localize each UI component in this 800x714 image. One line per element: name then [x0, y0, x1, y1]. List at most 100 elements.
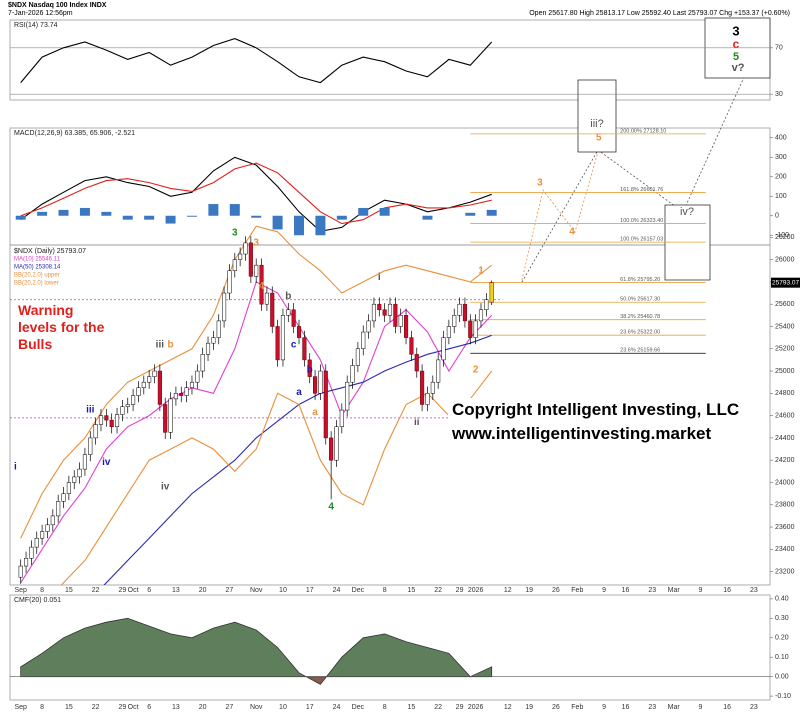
area: [20, 617, 493, 685]
candle-body: [18, 565, 23, 578]
wave-label: iii: [156, 340, 165, 351]
candle-body: [398, 315, 403, 327]
histogram-bar: [186, 215, 197, 217]
x-tick-label: 12: [504, 587, 512, 594]
wave-label: iv: [161, 482, 170, 493]
panel-title: MACD(12,26,9) 63.385, 65.906, -2.521: [14, 130, 135, 137]
candle-body: [345, 381, 350, 411]
candle-body: [147, 376, 152, 383]
y-tick-label: 0.00: [775, 674, 789, 681]
y-tick-label: 26000: [775, 256, 795, 263]
x-tick-label: 20: [199, 704, 207, 711]
candle-body: [409, 337, 414, 355]
candle-body: [323, 370, 328, 439]
y-tick-label: 300: [775, 154, 787, 161]
candle-body: [355, 348, 360, 366]
candle-body: [184, 387, 189, 396]
wave-label: 4: [569, 226, 575, 237]
fib-label: 50.0% 25617.30: [620, 297, 660, 303]
candle-body: [93, 424, 98, 439]
candle-body: [72, 476, 77, 483]
candle-body: [109, 419, 114, 428]
fib-label: 100.0% 26323.40: [620, 218, 663, 224]
histogram-bar: [336, 215, 347, 220]
candle-body: [302, 337, 307, 361]
wave-label: i: [378, 272, 381, 283]
wave-label: iii: [86, 405, 95, 416]
x-tick-label: 6: [147, 587, 151, 594]
x-tick-label: 8: [40, 587, 44, 594]
histogram-bar: [58, 209, 69, 216]
x-tick-label: 9: [602, 704, 606, 711]
candle-body: [313, 376, 318, 394]
candle-body: [216, 320, 221, 338]
candle-body: [61, 493, 66, 502]
candle-body: [366, 320, 371, 333]
x-tick-label: 8: [40, 704, 44, 711]
candle-body: [157, 370, 162, 405]
histogram-bar: [486, 209, 497, 216]
y-tick-label: 24000: [775, 479, 795, 486]
x-tick-label: 10: [279, 704, 287, 711]
histogram-bar: [144, 215, 155, 220]
price-panel: [9, 244, 771, 586]
symbol: $NDX Nasdaq 100 Index INDX: [8, 2, 107, 9]
fib-label: 23.6% 25322.00: [620, 330, 660, 336]
y-tick-label: 23600: [775, 524, 795, 531]
y-tick-label: 200: [775, 174, 787, 181]
x-tick-label: 29: [118, 704, 126, 711]
candle-body: [286, 309, 291, 316]
fib-label: 61.8% 25795.20: [620, 277, 660, 283]
fib-label: 38.2% 25460.78: [620, 314, 660, 320]
x-tick-label: 23: [750, 704, 758, 711]
histogram-bar: [165, 215, 176, 224]
candle-body: [168, 398, 173, 433]
y-tick-label: 23200: [775, 568, 795, 575]
candle-body: [371, 303, 376, 322]
wave-label: b: [285, 291, 291, 302]
candle-body: [254, 264, 259, 277]
y-tick-label: -100: [775, 232, 789, 239]
fib-label: 161.8% 26601.76: [620, 187, 663, 193]
candle-body: [136, 387, 141, 396]
candle-body: [56, 501, 61, 517]
candle-body: [468, 320, 473, 338]
x-tick-label: Mar: [668, 587, 681, 594]
y-tick-label: 24600: [775, 412, 795, 419]
candle-body: [436, 359, 441, 383]
x-tick-label: 27: [226, 704, 234, 711]
candle-body: [473, 320, 478, 338]
x-tick-label: 19: [525, 704, 533, 711]
candle-body: [420, 370, 425, 405]
wave-label: b: [307, 365, 313, 376]
wave-label: iv: [102, 457, 111, 468]
histogram-bar: [422, 215, 433, 220]
quote: Open 25617.80 High 25813.17 Low 25592.40…: [529, 10, 790, 17]
x-tick-label: Oct: [128, 587, 139, 594]
x-tick-label: 26: [552, 587, 560, 594]
candle-body: [425, 393, 430, 405]
y-tick-label: 0.10: [775, 654, 789, 661]
histogram-bar: [208, 204, 219, 216]
x-tick-label: 16: [723, 587, 731, 594]
y-tick-label: 400: [775, 135, 787, 142]
rsi-panel: [9, 19, 771, 101]
candle-body: [152, 370, 157, 377]
warning-text: Warning levels for the Bulls: [18, 302, 105, 352]
x-tick-label: 8: [383, 704, 387, 711]
wave-label: ii: [414, 417, 420, 428]
x-tick-label: 15: [65, 704, 73, 711]
y-tick-label: 24200: [775, 457, 795, 464]
series-line: [103, 334, 492, 585]
fib-label: 200.00% 27128.10: [620, 128, 666, 134]
wave-label: 3: [232, 228, 238, 239]
x-tick-label: 13: [172, 587, 180, 594]
x-tick-label: 9: [698, 587, 702, 594]
y-tick-label: 30: [775, 91, 783, 98]
candle-body: [40, 531, 45, 539]
wave-label: b: [168, 340, 174, 351]
candle-body: [430, 381, 435, 394]
y-tick-label: 25400: [775, 323, 795, 330]
x-tick-label: 2026: [468, 587, 484, 594]
candle-body: [259, 264, 264, 305]
